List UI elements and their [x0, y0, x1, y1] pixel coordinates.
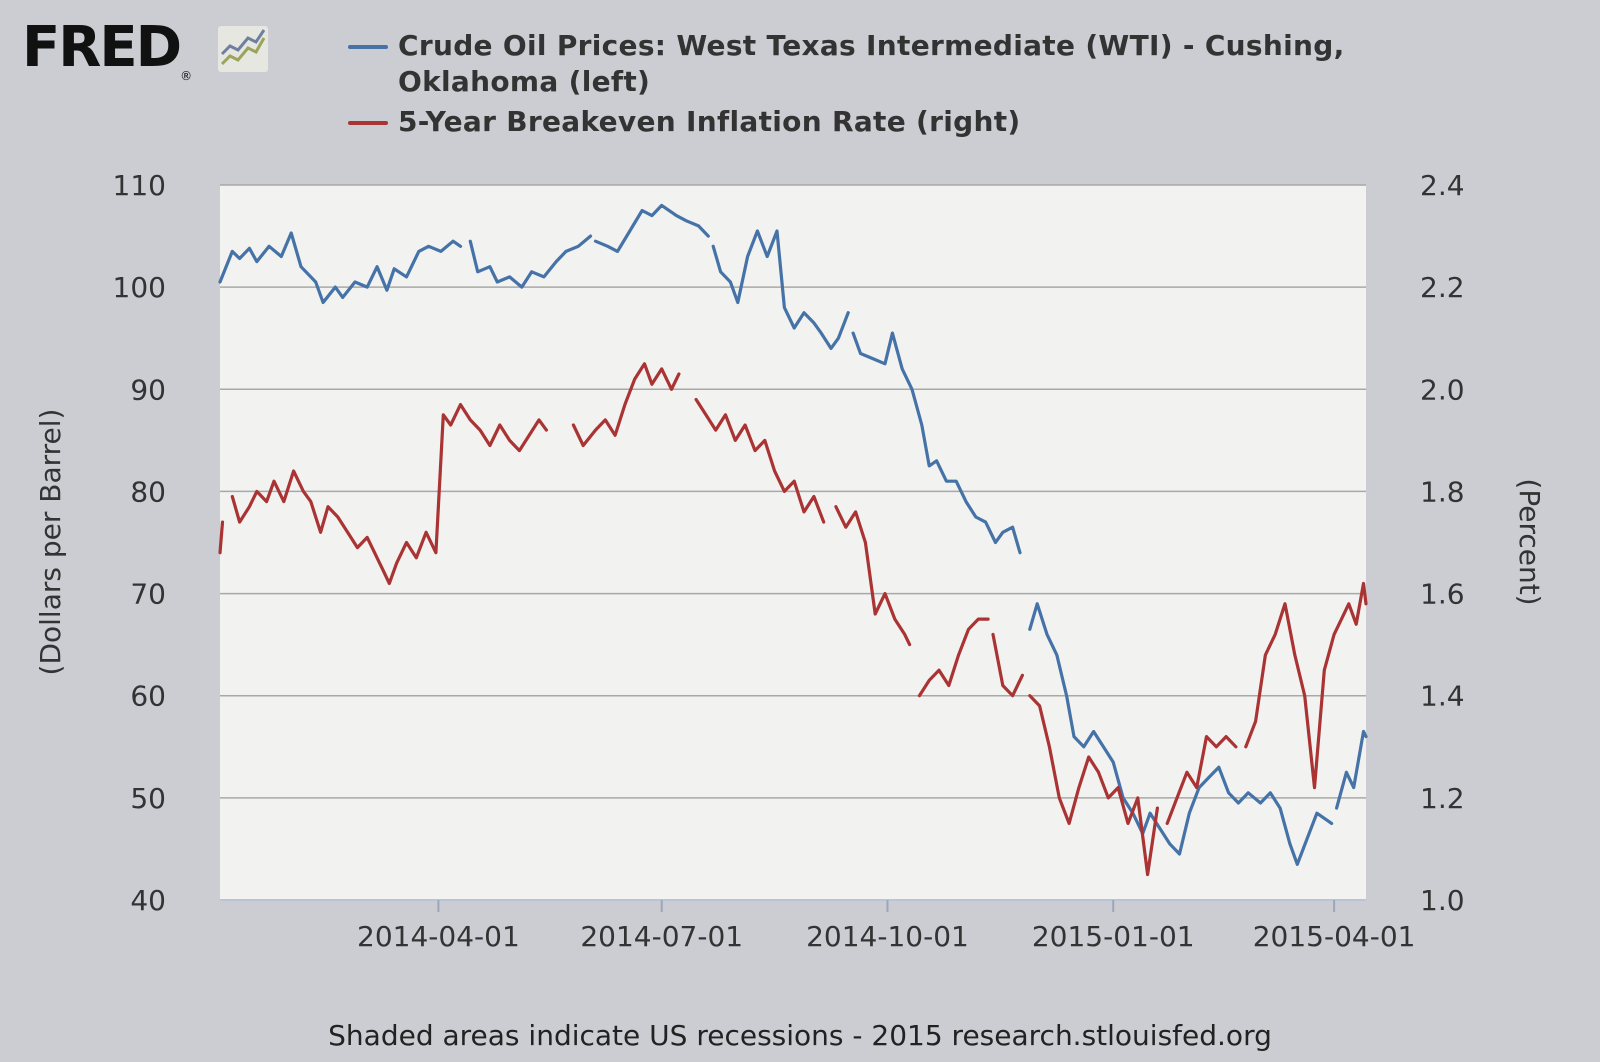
- x-tick-label: 2014-10-01: [806, 920, 969, 953]
- footer-note: Shaded areas indicate US recessions - 20…: [328, 1019, 1272, 1052]
- right-tick-label: 1.4: [1420, 680, 1465, 713]
- legend-label-wti: Crude Oil Prices: West Texas Intermediat…: [398, 29, 1345, 98]
- series-line-wti: [218, 203, 1368, 866]
- fred-chart-icon: [218, 26, 268, 72]
- legend-swatch-breakeven: [348, 121, 388, 125]
- legend-label-breakeven: 5-Year Breakeven Inflation Rate (right): [398, 105, 1021, 138]
- right-axis-ticks: 1.0 1.2 1.4 1.6 1.8 2.0 2.2 2.4: [1420, 169, 1465, 917]
- plot-area: [220, 185, 1366, 900]
- right-tick-label: 2.2: [1420, 271, 1465, 304]
- x-axis-ticks: 2014-04-01 2014-07-01 2014-10-01 2015-01-01…: [220, 899, 1416, 953]
- left-tick-label: 110: [113, 169, 166, 202]
- registered-mark: ®: [180, 69, 193, 83]
- left-tick-label: 40: [130, 884, 166, 917]
- line-chart: 40 50 60 70 80 90 100 110 1.0 1.2 1.4 1.6 1.8 2.0 2.2…: [34, 169, 1546, 953]
- logo-text: FRED: [22, 15, 182, 80]
- legend-item-wti: Crude Oil Prices: West Texas Intermediat…: [348, 28, 1398, 100]
- left-tick-label: 80: [130, 475, 166, 508]
- right-tick-label: 1.6: [1420, 578, 1465, 611]
- left-tick-label: 70: [130, 578, 166, 611]
- left-tick-label: 90: [130, 373, 166, 406]
- right-tick-label: 2.4: [1420, 169, 1465, 202]
- x-tick-label: 2014-04-01: [357, 920, 520, 953]
- right-tick-label: 1.8: [1420, 475, 1465, 508]
- left-axis-label: (Dollars per Barrel): [34, 409, 67, 676]
- right-tick-label: 1.0: [1420, 884, 1465, 917]
- fred-logo: FRED®: [22, 16, 192, 108]
- left-tick-label: 60: [130, 680, 166, 713]
- legend-item-breakeven: 5-Year Breakeven Inflation Rate (right): [348, 104, 1398, 140]
- right-tick-label: 1.2: [1420, 782, 1465, 815]
- chart-legend: Crude Oil Prices: West Texas Intermediat…: [348, 28, 1398, 140]
- left-tick-label: 50: [130, 782, 166, 815]
- series-line-breakeven: [218, 362, 1368, 877]
- x-tick-label: 2015-04-01: [1253, 920, 1416, 953]
- gridlines: [220, 184, 1366, 799]
- series-lines: [218, 203, 1368, 877]
- x-tick-label: 2015-01-01: [1032, 920, 1195, 953]
- legend-swatch-wti: [348, 45, 388, 49]
- left-axis-ticks: 40 50 60 70 80 90 100 110: [113, 169, 166, 917]
- x-tick-label: 2014-07-01: [580, 920, 743, 953]
- right-tick-label: 2.0: [1420, 373, 1465, 406]
- left-tick-label: 100: [113, 271, 166, 304]
- right-axis-label: (Percent): [1513, 478, 1546, 605]
